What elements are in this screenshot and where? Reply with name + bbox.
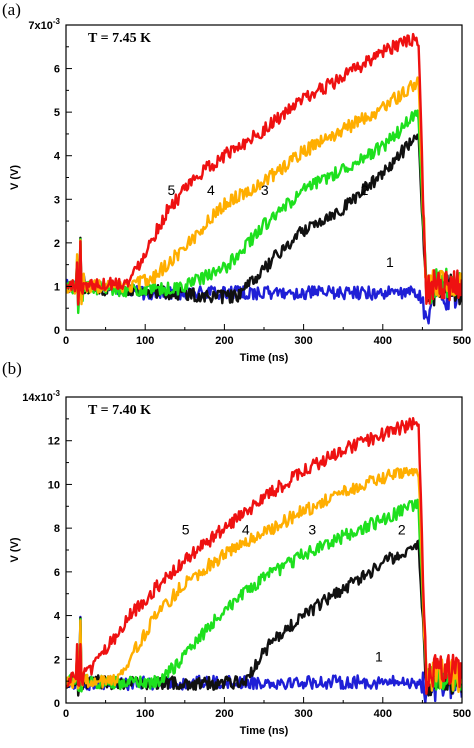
series-group [66, 417, 462, 703]
y-tick-label: 5 [54, 107, 60, 119]
series-5-line [66, 417, 462, 695]
series-group [66, 32, 462, 325]
curve-label-2: 2 [398, 522, 406, 538]
curve-label-5: 5 [182, 522, 190, 538]
y-tick-label: 1 [54, 281, 60, 293]
series-4-line [66, 76, 462, 306]
y-tick-label: 3 [54, 194, 60, 206]
x-tick-label: 200 [215, 708, 233, 720]
temperature-label: T = 7.45 K [88, 31, 151, 46]
y-tick-label: 12 [48, 436, 60, 448]
curve-label-4: 4 [207, 182, 215, 198]
chart-panel-a: (a) 0 100 200 300 400 500 0 1 2 3 4 5 6 7x10-3 Time (ns… [2, 0, 471, 364]
y-tick-label: 0 [54, 325, 60, 337]
x-tick-label: 0 [63, 708, 69, 720]
chart-panel-b: (b)0 100 200 300 400 50002468101214x10-3Time … [2, 359, 471, 737]
x-tick-label: 0 [63, 335, 69, 347]
y-tick-label: 2 [54, 654, 60, 666]
x-tick-label: 100 [136, 335, 154, 347]
y-tick-label: 4 [54, 151, 61, 163]
curve-label-3: 3 [308, 522, 316, 538]
series-1-line [66, 615, 462, 703]
plot-frame [65, 396, 463, 704]
curve-label-1: 1 [375, 648, 383, 664]
x-tick-label: 500 [453, 708, 471, 720]
x-tick-label: 400 [374, 335, 392, 347]
temperature-label: T = 7.40 K [88, 403, 151, 418]
y-tick-label: 8 [54, 523, 60, 535]
y-tick-label: 6 [54, 64, 60, 76]
y-axis-title: V (V) [9, 537, 21, 562]
x-tick-label: 500 [453, 335, 471, 347]
y-tick-label: 6 [54, 567, 60, 579]
panel-letter: (b) [2, 359, 22, 378]
y-axis-title: V (V) [9, 165, 21, 190]
curve-label-4: 4 [242, 522, 250, 538]
panel-letter: (a) [2, 0, 21, 19]
y-tick-label: 10 [48, 479, 60, 491]
x-tick-label: 200 [215, 335, 233, 347]
y-tick-label: 4 [54, 611, 61, 623]
x-axis-title: Time (ns) [240, 352, 289, 364]
curve-label-3: 3 [261, 182, 269, 198]
y-tick-label: 2 [54, 238, 60, 250]
x-tick-label: 300 [294, 708, 312, 720]
curve-label-2: 2 [361, 182, 369, 198]
y-scale-label: 7x10-3 [28, 17, 60, 32]
x-tick-label: 300 [294, 335, 312, 347]
series-4-line [66, 466, 462, 693]
y-tick-label: 0 [54, 698, 60, 710]
series-3-line [66, 498, 462, 693]
curve-label-1: 1 [386, 254, 394, 270]
x-tick-label: 400 [374, 708, 392, 720]
curve-label-5: 5 [167, 182, 175, 198]
y-scale-label: 14x10-3 [22, 389, 60, 404]
x-tick-label: 100 [136, 708, 154, 720]
series-5-line [66, 32, 462, 306]
x-axis-title: Time (ns) [240, 725, 289, 737]
